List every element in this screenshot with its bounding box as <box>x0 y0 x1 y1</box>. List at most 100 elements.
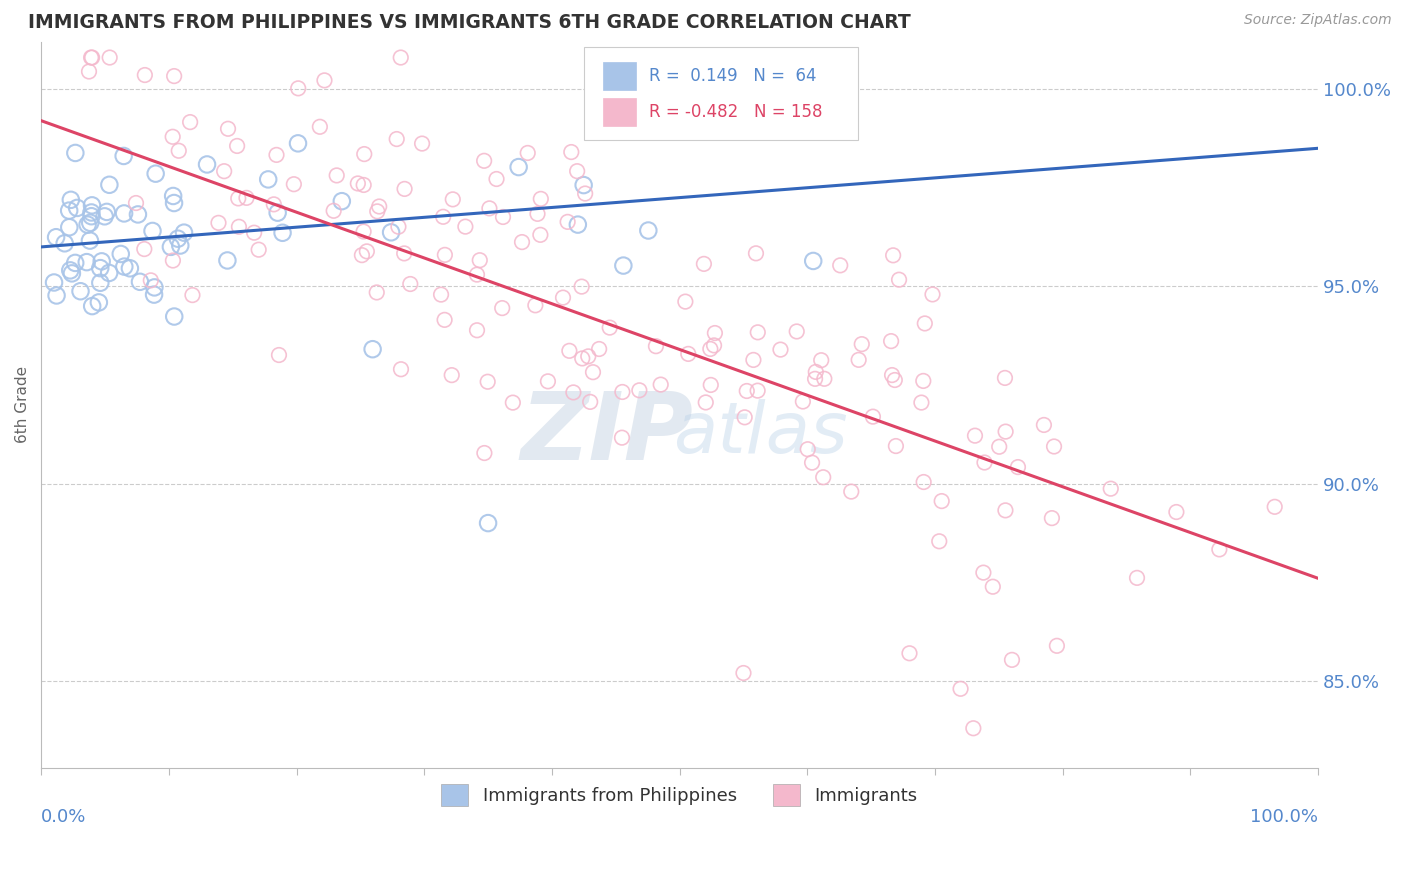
Point <box>811 470 834 484</box>
Point <box>530 192 553 206</box>
Point <box>735 384 758 398</box>
Point <box>786 325 808 339</box>
Point <box>612 259 634 273</box>
Point <box>267 348 290 362</box>
Point <box>226 139 249 153</box>
Point <box>59 193 82 207</box>
Point <box>368 200 391 214</box>
Point <box>263 197 285 211</box>
Point <box>711 62 734 77</box>
Point <box>53 236 76 251</box>
Point <box>510 235 533 249</box>
Point <box>353 225 375 239</box>
Point <box>90 254 112 268</box>
Text: Source: ZipAtlas.com: Source: ZipAtlas.com <box>1244 13 1392 28</box>
Point <box>76 255 98 269</box>
Point <box>516 145 538 160</box>
Point <box>678 347 700 361</box>
Point <box>440 368 463 383</box>
Point <box>167 144 190 158</box>
Point <box>599 320 621 334</box>
Point <box>110 247 132 261</box>
Point <box>145 167 167 181</box>
Point <box>226 191 249 205</box>
Point <box>813 372 835 386</box>
Point <box>89 276 111 290</box>
Point <box>792 394 814 409</box>
Point <box>565 164 588 178</box>
Point <box>366 204 388 219</box>
Point <box>931 494 953 508</box>
Point <box>637 223 659 237</box>
Point <box>994 371 1017 385</box>
Point <box>127 207 149 221</box>
Point <box>468 253 491 268</box>
Point <box>141 224 163 238</box>
Point <box>58 203 80 218</box>
Point <box>162 129 184 144</box>
Point <box>93 210 115 224</box>
FancyBboxPatch shape <box>603 62 636 90</box>
Point <box>129 275 152 289</box>
Point <box>77 64 100 78</box>
Point <box>574 186 596 201</box>
Point <box>82 299 104 313</box>
Point <box>454 219 477 234</box>
Point <box>330 194 353 209</box>
Point <box>537 375 560 389</box>
Point <box>524 298 547 312</box>
Point <box>1099 482 1122 496</box>
Point <box>994 425 1017 439</box>
Point <box>181 288 204 302</box>
Point <box>112 206 135 220</box>
Text: 0.0%: 0.0% <box>41 807 87 826</box>
Point <box>848 352 870 367</box>
Text: 100.0%: 100.0% <box>1250 807 1319 826</box>
Point <box>465 323 488 337</box>
Point <box>973 456 995 470</box>
Point <box>898 646 921 660</box>
Point <box>572 178 595 193</box>
Point <box>134 242 156 256</box>
Point <box>118 261 141 276</box>
Point <box>478 202 501 216</box>
Point <box>271 226 294 240</box>
Point <box>287 81 309 95</box>
Point <box>266 205 288 219</box>
Point <box>125 196 148 211</box>
FancyBboxPatch shape <box>583 47 859 140</box>
Point <box>163 69 186 83</box>
Point <box>887 273 910 287</box>
Point <box>432 210 454 224</box>
Point <box>745 246 768 260</box>
Point <box>882 248 904 262</box>
Point <box>283 178 305 192</box>
Point <box>695 395 717 409</box>
Point <box>162 253 184 268</box>
Point <box>884 439 907 453</box>
Point <box>928 534 950 549</box>
Point <box>441 192 464 206</box>
Point <box>491 301 513 315</box>
Point <box>981 580 1004 594</box>
Point <box>389 51 412 65</box>
Point <box>433 248 456 262</box>
Point <box>1043 440 1066 454</box>
Point <box>492 210 515 224</box>
Point <box>769 343 792 357</box>
Point <box>430 287 453 301</box>
Point <box>628 384 651 398</box>
Point <box>912 374 935 388</box>
Point <box>1208 542 1230 557</box>
Point <box>880 334 903 348</box>
Point <box>98 178 121 192</box>
Point <box>579 395 602 409</box>
Point <box>325 169 347 183</box>
Point <box>228 219 250 234</box>
Point <box>1040 511 1063 525</box>
Point <box>910 395 932 409</box>
Point <box>830 258 852 272</box>
Point <box>699 342 721 356</box>
Point <box>645 339 668 353</box>
Point <box>962 721 984 735</box>
